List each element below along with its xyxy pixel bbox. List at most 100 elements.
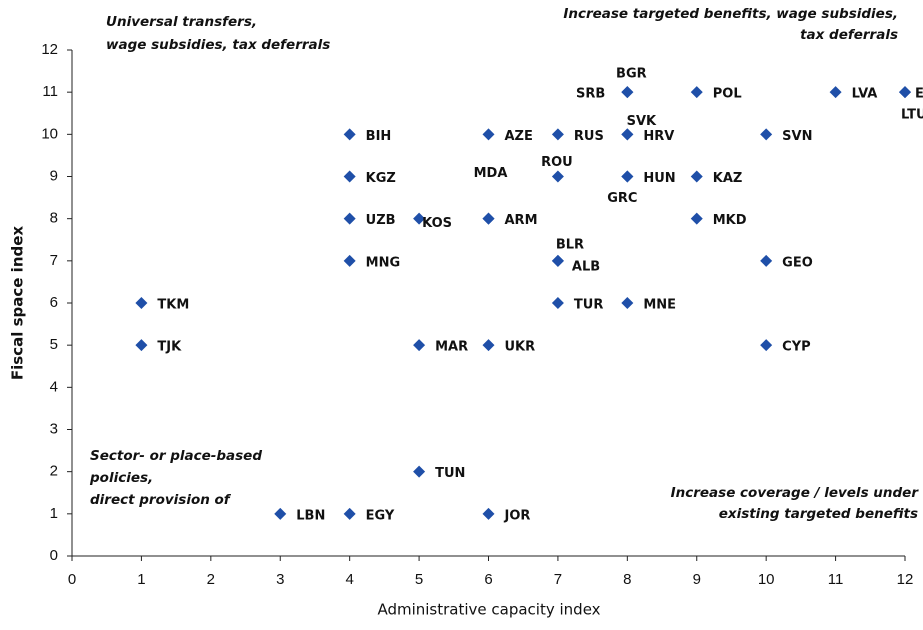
annotation: policies, xyxy=(89,470,153,486)
y-tick-label: 2 xyxy=(50,463,58,480)
point-label: MKD xyxy=(713,213,747,228)
x-axis-title: Administrative capacity index xyxy=(377,601,600,619)
annotation: tax deferrals xyxy=(800,27,898,43)
point-label: UZB xyxy=(366,213,396,228)
x-tick-label: 4 xyxy=(345,571,353,588)
annotation: Increase targeted benefits, wage subsidi… xyxy=(563,6,898,22)
point-label: BLR xyxy=(556,237,584,252)
y-tick-label: 3 xyxy=(50,420,58,437)
point-label: MAR xyxy=(435,340,468,355)
point xyxy=(482,128,495,141)
x-tick-label: 0 xyxy=(68,571,76,588)
point-label: LVA xyxy=(852,87,878,102)
point-label: MNE xyxy=(643,298,676,313)
point xyxy=(482,212,495,225)
point-label: JOR xyxy=(504,508,531,523)
y-tick-label: 8 xyxy=(50,210,58,227)
point xyxy=(551,170,564,183)
x-tick-label: 3 xyxy=(276,571,284,588)
x-tick-label: 7 xyxy=(554,571,562,588)
x-tick-label: 8 xyxy=(623,571,631,588)
y-tick-label: 10 xyxy=(41,125,58,142)
annotation: wage subsidies, tax deferrals xyxy=(106,37,330,53)
point-label: KGZ xyxy=(366,171,396,186)
annotation: existing targeted benefits xyxy=(719,506,918,522)
point xyxy=(413,465,426,478)
point-label: POL xyxy=(713,87,742,102)
point-label: SVK xyxy=(627,114,657,129)
point-label: HUN xyxy=(643,171,675,186)
point-label: TUR xyxy=(574,298,603,313)
point-label: KAZ xyxy=(713,171,743,186)
point-label: AZE xyxy=(505,129,533,144)
point xyxy=(135,297,148,309)
point-label: TKM xyxy=(157,298,189,313)
point-label: TJK xyxy=(157,340,182,355)
point-label: TUN xyxy=(435,466,465,481)
point xyxy=(760,128,773,141)
y-tick-label: 0 xyxy=(50,547,58,564)
y-tick-label: 6 xyxy=(50,294,58,311)
point-label: SRB xyxy=(576,87,605,102)
point-label: RUS xyxy=(574,129,604,144)
y-tick-label: 9 xyxy=(50,167,58,184)
point xyxy=(690,212,703,225)
point xyxy=(829,86,842,99)
x-tick-label: 2 xyxy=(207,571,215,588)
point xyxy=(482,507,495,520)
point xyxy=(551,254,564,267)
point-label: HRV xyxy=(643,129,674,144)
point-label: SVN xyxy=(782,129,812,144)
point xyxy=(551,128,564,141)
point-label: BIH xyxy=(366,129,392,144)
y-axis-title: Fiscal space index xyxy=(9,226,27,380)
y-tick-label: 7 xyxy=(50,252,58,269)
y-tick-label: 4 xyxy=(50,378,58,395)
point-label: KOS xyxy=(422,216,452,231)
point xyxy=(343,507,356,520)
point-label: E xyxy=(915,87,923,102)
point xyxy=(760,254,773,267)
point-label: LBN xyxy=(296,508,325,523)
x-tick-label: 10 xyxy=(758,571,775,588)
point-label: GRC xyxy=(607,191,637,206)
point xyxy=(274,507,287,520)
x-tick-label: 6 xyxy=(484,571,492,588)
point xyxy=(551,297,564,309)
point-label: BGR xyxy=(616,67,647,82)
point xyxy=(690,170,703,183)
x-tick-label: 9 xyxy=(693,571,701,588)
x-tick-label: 11 xyxy=(828,571,844,588)
point-label: MNG xyxy=(366,255,401,270)
annotation: direct provision of xyxy=(90,492,232,508)
annotation: Universal transfers, xyxy=(106,14,257,30)
y-tick-label: 5 xyxy=(50,336,58,353)
annotation: Sector- or place-based xyxy=(90,448,262,464)
point xyxy=(621,86,634,99)
point-label: ROU xyxy=(541,155,573,170)
point xyxy=(899,86,911,99)
point-label: MDA xyxy=(474,166,508,181)
point-label: ALB xyxy=(572,259,600,274)
point xyxy=(343,212,356,225)
x-tick-label: 5 xyxy=(415,571,423,588)
point xyxy=(621,170,634,183)
point-label: UKR xyxy=(505,340,536,355)
point xyxy=(482,339,495,352)
point xyxy=(343,170,356,183)
point xyxy=(760,339,773,352)
point xyxy=(135,339,148,352)
y-tick-label: 1 xyxy=(50,505,58,522)
point-label: EGY xyxy=(366,508,395,523)
point-label: LTU xyxy=(901,108,923,123)
point xyxy=(621,297,634,309)
point xyxy=(413,212,426,225)
y-tick-label: 12 xyxy=(41,41,58,58)
point-label: ARM xyxy=(505,213,538,228)
point xyxy=(413,339,426,352)
point xyxy=(343,128,356,141)
point-label: GEO xyxy=(782,255,813,270)
point xyxy=(621,128,634,141)
point-label: CYP xyxy=(782,340,810,355)
point xyxy=(690,86,703,99)
